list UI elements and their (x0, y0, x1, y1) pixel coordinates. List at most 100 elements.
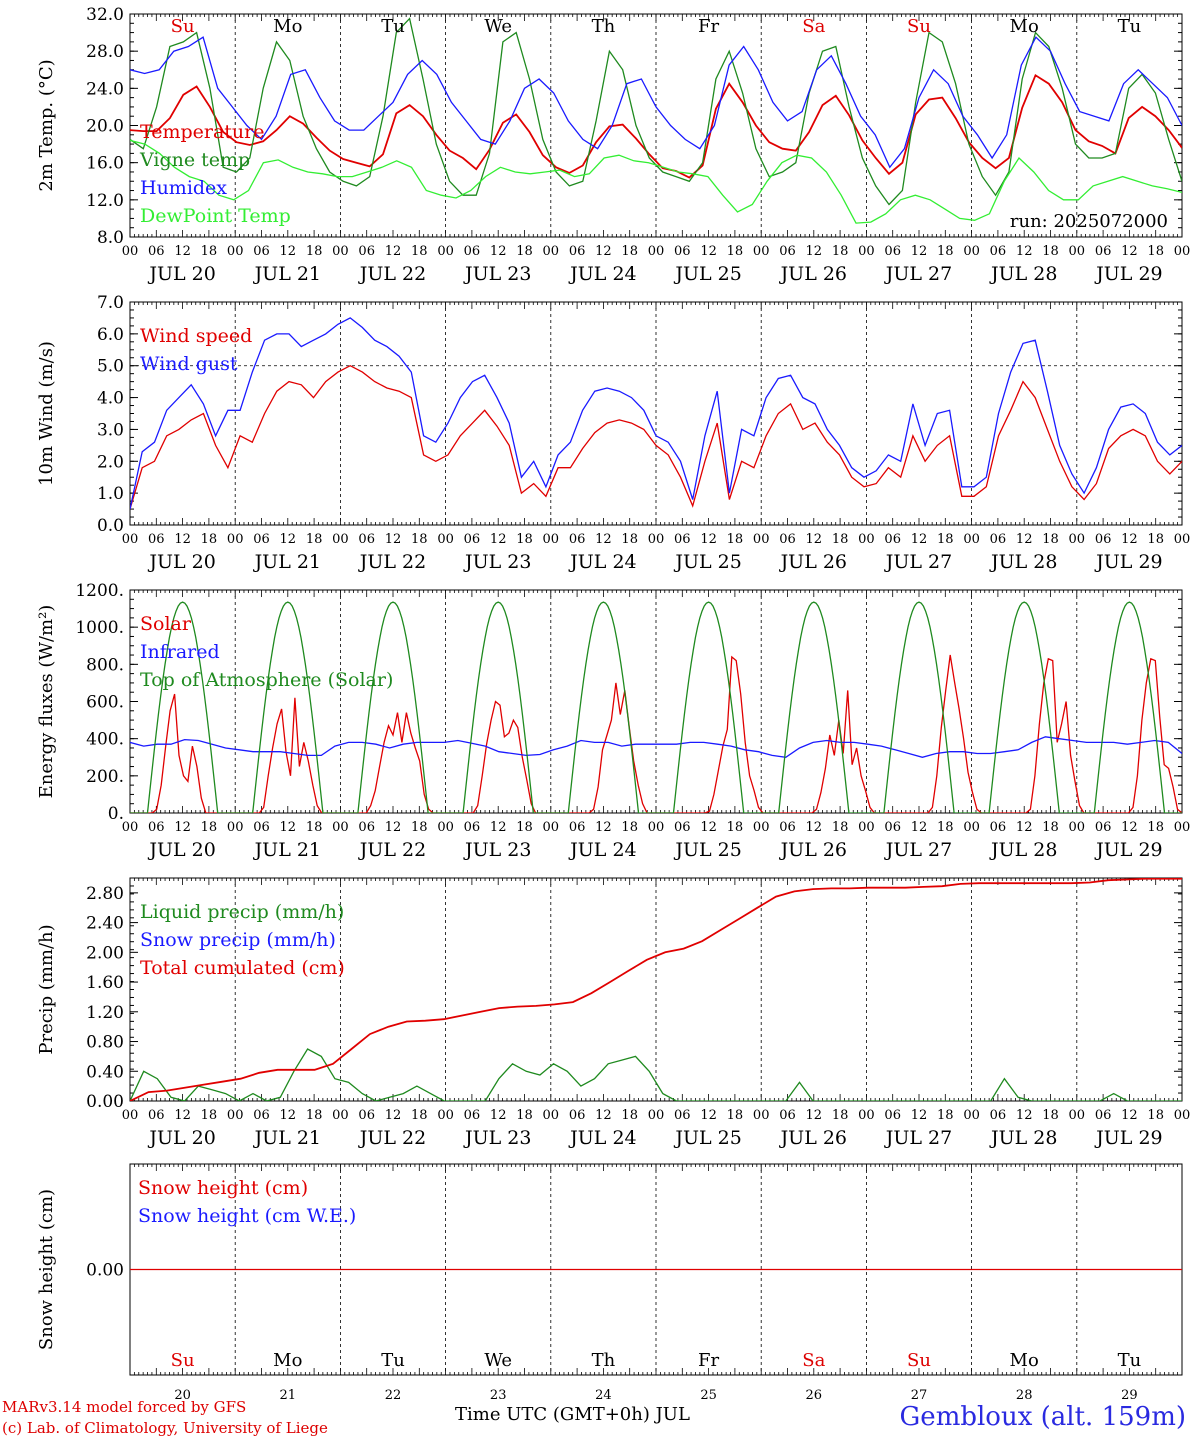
legend-entry: Vigne temp (139, 149, 250, 171)
plot-area (130, 317, 1182, 510)
hour-tick-label: 18 (306, 244, 323, 259)
y-tick-label: 0.00 (86, 1092, 124, 1112)
hour-tick-label: 00 (543, 532, 560, 547)
day-label: JUL 28 (989, 1127, 1057, 1149)
hour-tick-label: 18 (1147, 1108, 1164, 1123)
weekday-label: Th (592, 1350, 616, 1371)
y-tick-label: 400. (86, 730, 124, 750)
hour-tick-label: 06 (464, 820, 481, 835)
day-label: JUL 24 (568, 1127, 636, 1149)
y-axis-label: Snow height (cm) (36, 1189, 57, 1350)
hour-tick-label: 00 (858, 1108, 875, 1123)
hour-tick-label: 18 (832, 820, 849, 835)
hour-tick-label: 06 (569, 1108, 586, 1123)
plot-area (130, 878, 1182, 1101)
hour-tick-label: 06 (464, 1108, 481, 1123)
weekday-label: Th (592, 16, 616, 37)
legend-entry: Temperature (140, 121, 264, 143)
hour-tick-label: 12 (595, 244, 612, 259)
y-tick-label: 1.0 (97, 484, 124, 504)
day-label: JUL 27 (884, 1127, 952, 1149)
hour-tick-label: 00 (753, 1108, 770, 1123)
day-label: JUL 22 (358, 263, 426, 285)
hour-tick-label: 12 (1016, 820, 1033, 835)
hour-tick-label: 18 (411, 820, 428, 835)
hour-tick-label: 06 (674, 820, 691, 835)
series-line-temperature (130, 73, 1182, 179)
hour-tick-label: 18 (832, 244, 849, 259)
y-tick-label: 2.80 (86, 884, 124, 904)
day-label: JUL 28 (989, 551, 1057, 573)
y-axis-label: 2m Temp. (°C) (36, 59, 57, 191)
series-line-liquid-precip-mm-h- (130, 1048, 1182, 1101)
hour-tick-label: 06 (1095, 244, 1112, 259)
y-tick-label: 600. (86, 693, 124, 713)
y-tick-label: 16.0 (86, 154, 124, 174)
lab-credit: (c) Lab. of Climatology, University of L… (2, 1419, 328, 1437)
hour-tick-label: 06 (990, 532, 1007, 547)
legend-entry: Snow precip (mm/h) (140, 929, 336, 951)
hour-tick-label: 00 (963, 1108, 980, 1123)
hour-tick-label: 18 (621, 1108, 638, 1123)
hour-tick-label: 18 (306, 820, 323, 835)
day-label: JUL 20 (147, 1127, 215, 1149)
hour-tick-label: 18 (201, 820, 218, 835)
weekday-label: Tu (381, 16, 405, 37)
hour-tick-label: 00 (963, 820, 980, 835)
panel-2: 0.0 1.0 2.0 3.0 4.0 5.0 6.0 7.0 10m Wind (m/s) Wi… (36, 293, 1190, 573)
day-label: JUL 22 (358, 1127, 426, 1149)
day-label: JUL 29 (1094, 839, 1162, 861)
day-label: JUL 24 (568, 551, 636, 573)
y-tick-label: 7.0 (97, 293, 124, 313)
hour-tick-label: 06 (253, 244, 270, 259)
hour-tick-label: 18 (727, 820, 744, 835)
hour-tick-label: 06 (990, 244, 1007, 259)
y-tick-label: 32.0 (86, 5, 124, 25)
hour-tick-label: 00 (122, 532, 139, 547)
y-tick-label: 2.40 (86, 914, 124, 934)
y-tick-label: 1.20 (86, 1003, 124, 1023)
hour-tick-label: 18 (937, 1108, 954, 1123)
series-line-humidex (130, 36, 1182, 169)
hour-tick-label: 00 (1069, 532, 1086, 547)
hour-tick-label: 00 (963, 532, 980, 547)
hour-tick-label: 00 (753, 820, 770, 835)
y-tick-label: 0.0 (97, 516, 124, 536)
y-tick-label: 12.0 (86, 191, 124, 211)
hour-tick-label: 06 (1095, 532, 1112, 547)
weekday-label: Su (171, 1350, 195, 1371)
hour-tick-label: 06 (884, 820, 901, 835)
hour-tick-label: 18 (1147, 820, 1164, 835)
day-label: JUL 21 (253, 263, 321, 285)
hour-tick-label: 12 (1121, 820, 1138, 835)
plot-area (130, 17, 1182, 224)
hour-tick-label: 06 (1095, 1108, 1112, 1123)
panel-4: 0.00 0.40 0.80 1.20 1.60 2.00 2.40 2.80 Precip (… (36, 877, 1190, 1149)
hour-tick-label: 12 (1016, 1108, 1033, 1123)
hour-tick-label: 12 (595, 1108, 612, 1123)
day-label: JUL 24 (568, 839, 636, 861)
y-axis-label: Precip (mm/h) (36, 924, 57, 1054)
y-tick-label: 6.0 (97, 325, 124, 345)
y-tick-label: 800. (86, 655, 124, 675)
hour-tick-label: 06 (253, 820, 270, 835)
hour-tick-label: 00 (648, 244, 665, 259)
legend-entry: Solar (140, 613, 192, 635)
hour-tick-label: 00 (437, 244, 454, 259)
hour-tick-label: 00 (227, 820, 244, 835)
weekday-label: Tu (381, 1350, 405, 1371)
hour-tick-label: 12 (806, 244, 823, 259)
day-label: JUL 22 (358, 839, 426, 861)
hour-tick-label: 12 (174, 1108, 191, 1123)
hour-tick-label: 00 (227, 1108, 244, 1123)
hour-tick-label: 12 (806, 1108, 823, 1123)
series-line-solar (130, 654, 1182, 813)
hour-tick-label: 00 (122, 820, 139, 835)
hour-tick-label: 12 (174, 820, 191, 835)
day-label: JUL 23 (463, 839, 531, 861)
weekday-label: We (484, 16, 512, 37)
hour-tick-label: 18 (516, 244, 533, 259)
hour-tick-label: 12 (280, 532, 297, 547)
hour-tick-label: 06 (990, 1108, 1007, 1123)
hour-tick-label: 12 (806, 820, 823, 835)
